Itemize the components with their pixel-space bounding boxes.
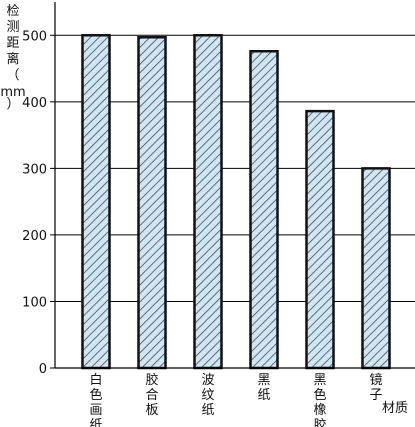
y-axis-label-text: 检测距离（ mm）	[0, 4, 25, 112]
bar-1	[137, 36, 167, 370]
axes	[54, 2, 415, 369]
bars	[81, 34, 391, 370]
category-labels: 白色画纸 胶合板 波纹纸 黑纸 黑色橡胶 镜子	[89, 372, 382, 427]
bar-5	[361, 167, 391, 370]
y-tick-labels: 0 100 200 300 400 500	[22, 29, 55, 377]
category-label-5: 镜子	[369, 373, 382, 403]
y-tick-label-200: 200	[22, 229, 47, 244]
y-tick-label-500: 500	[22, 29, 47, 44]
category-label-0: 白色画纸	[89, 372, 102, 427]
grid-lines	[55, 34, 415, 302]
bar-2	[193, 34, 223, 370]
y-tick-label-100: 100	[22, 295, 47, 310]
category-label-3: 黑纸	[257, 373, 270, 403]
bar-0	[81, 34, 111, 370]
bar-4	[305, 109, 335, 370]
category-label-1: 胶合板	[145, 372, 158, 418]
y-tick-label-400: 400	[22, 96, 47, 111]
category-label-2: 波纹纸	[201, 373, 214, 418]
category-label-4: 黑色橡胶	[313, 373, 326, 427]
y-tick-label-0: 0	[39, 362, 47, 377]
x-axis-label: 材质	[382, 401, 408, 416]
bar-3	[249, 49, 279, 370]
y-tick-label-300: 300	[22, 162, 47, 177]
y-axis-label: 检测距离（ mm）	[0, 4, 25, 112]
